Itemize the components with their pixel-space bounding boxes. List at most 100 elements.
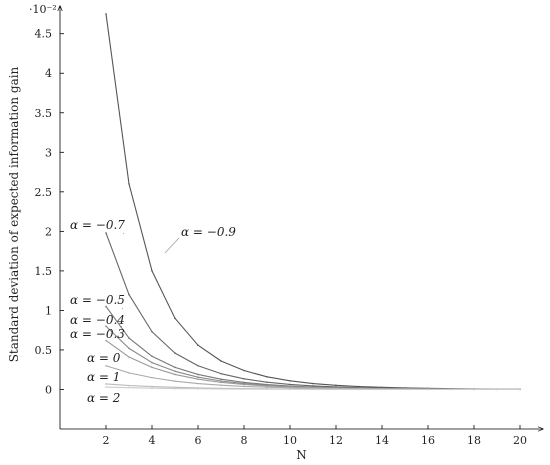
series-point (243, 383, 245, 386)
series-point (151, 330, 153, 333)
y-tick-label: 1 (45, 304, 52, 317)
y-scale-label: ·10⁻² (29, 3, 57, 16)
series-point (312, 388, 314, 391)
series-point (197, 387, 199, 390)
series-point (128, 386, 130, 389)
series-point (151, 361, 153, 364)
series-point (128, 347, 130, 350)
annotation-label: α = −0.9 (181, 225, 236, 239)
series-point (174, 370, 176, 373)
x-tick-label: 14 (375, 434, 389, 447)
annotation-leader (164, 237, 180, 254)
annotation-label: α = −0.3 (70, 327, 125, 341)
annotation-label: α = −0.5 (70, 293, 125, 307)
series-point (105, 339, 107, 342)
series-point (174, 380, 176, 382)
series-point (243, 369, 245, 372)
series-point (197, 364, 199, 367)
series-point (128, 183, 130, 185)
series-point (174, 373, 176, 376)
y-tick-label: 1.5 (35, 265, 53, 278)
series-point (243, 385, 245, 388)
series-point (197, 378, 199, 380)
y-tick-label: 2 (45, 225, 52, 238)
series-point (220, 372, 222, 375)
series-point (197, 376, 199, 379)
series-point (335, 388, 337, 391)
annotation-label: α = −0.7 (70, 218, 125, 232)
series-point (174, 387, 176, 390)
y-tick-label: 2.5 (35, 186, 53, 199)
series-point (427, 388, 429, 391)
series-point (266, 386, 268, 388)
axes: 2 4 6 8 10 12 14 16 18 20 0 0.5 1 1.5 2 2.5 3 3.5 4 4.5 (35, 6, 544, 447)
series-point (289, 388, 291, 391)
series-point (174, 317, 176, 320)
series-point (450, 388, 452, 391)
series-point (128, 372, 130, 374)
series-point (128, 356, 130, 358)
annotation-leader (120, 325, 123, 328)
y-axis-label: Standard deviation of expected informati… (7, 66, 21, 362)
series-point (266, 385, 268, 387)
series-point (243, 388, 245, 390)
series-point (174, 352, 176, 354)
series-point (266, 376, 268, 378)
annotation-label: α = 0 (87, 351, 121, 365)
series-point (197, 373, 199, 376)
series-point (151, 376, 153, 379)
series-point (404, 388, 406, 391)
series-point (358, 388, 360, 391)
series-point (105, 13, 107, 15)
series-point (174, 386, 176, 389)
series-point (151, 387, 153, 390)
series-point (151, 270, 153, 272)
series-point (266, 381, 268, 383)
series-point (128, 337, 130, 339)
series-line (105, 306, 521, 390)
series-point (220, 380, 222, 382)
annotation-label: α = −0.4 (70, 313, 125, 327)
series-point (289, 383, 291, 386)
annotation-label: α = 1 (87, 370, 120, 384)
series-point (243, 381, 245, 384)
x-tick-label: 20 (513, 434, 527, 447)
y-tick-label: 0.5 (35, 344, 53, 357)
series-point (105, 325, 107, 328)
series-point (335, 384, 337, 387)
x-tick-label: 6 (195, 434, 202, 447)
series-point (220, 381, 222, 384)
series-line (105, 232, 521, 390)
series-point (519, 388, 521, 391)
series-point (105, 364, 107, 367)
series-point (266, 388, 268, 390)
y-tick-label: 3.5 (35, 107, 53, 120)
series-point (473, 388, 475, 391)
x-axis-label: N (296, 448, 307, 462)
annotation-leader (122, 232, 125, 235)
series-point (312, 382, 314, 385)
series-point (151, 366, 153, 369)
series-point (105, 383, 107, 385)
series-point (151, 385, 153, 388)
annotations-group: α = −0.9 α = −0.7 α = −0.5 α = −0.4α = −0.3… (70, 218, 236, 405)
series-point (312, 385, 314, 387)
series-point (174, 366, 176, 369)
y-tick-label: 0 (45, 383, 52, 396)
series-point (220, 388, 222, 390)
x-tick-label: 18 (467, 434, 481, 447)
x-tick-label: 10 (283, 434, 297, 447)
x-tick-label: 8 (241, 434, 248, 447)
x-tick-label: 16 (421, 434, 435, 447)
series-point (220, 378, 222, 380)
series-point (289, 379, 291, 382)
y-tick-label: 4.5 (35, 28, 53, 41)
series-point (105, 305, 107, 308)
series-line (105, 340, 520, 390)
series-point (197, 382, 199, 385)
series-point (128, 293, 130, 296)
series-point (243, 377, 245, 380)
annotation-leader (121, 307, 124, 310)
series-point (358, 385, 360, 388)
x-tick-label: 12 (329, 434, 343, 447)
